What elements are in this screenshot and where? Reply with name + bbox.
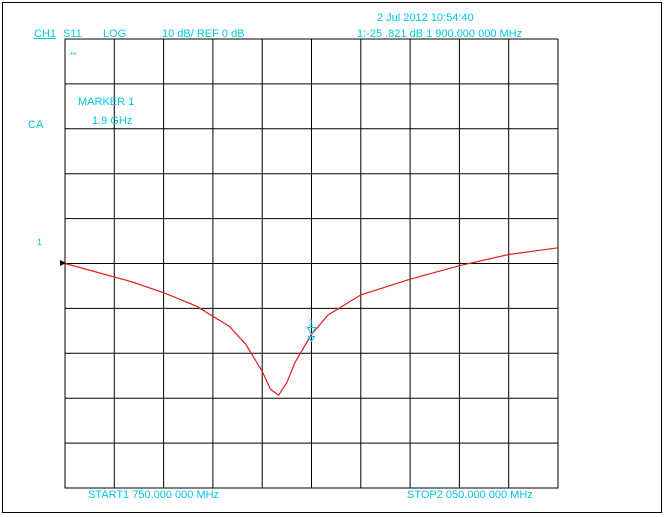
reference-arrow-icon — [60, 260, 66, 266]
scale-label: 10 dB/ REF 0 dB — [162, 28, 245, 40]
start-frequency: START1 750.000 000 MHz — [88, 489, 220, 501]
marker-layer: 1 — [306, 317, 317, 343]
analyzer-display — [2, 2, 662, 513]
format-label: LOG — [103, 28, 127, 40]
marker-readout: 1:-25 .821 dB 1 900.000 000 MHz — [357, 28, 523, 40]
marker-frequency: 1.9 GHz — [92, 115, 133, 127]
trace-line — [64, 247, 559, 396]
trace-layer — [64, 247, 559, 396]
marker-triangle-icon — [306, 326, 317, 336]
date-time: 2 Jul 2012 10:54:40 — [377, 12, 474, 24]
reference-position-label: 1 — [37, 237, 43, 247]
marker-pointer-icon — [307, 335, 316, 343]
stop-frequency: STOP2 050.000 000 MHz — [407, 489, 533, 501]
ca-label: CA — [28, 119, 44, 131]
graticule — [64, 38, 559, 489]
channel-label: CH1 — [34, 28, 57, 40]
marker-number: 1 — [309, 317, 314, 327]
parameter-label: S11 — [63, 28, 82, 40]
marker-mode-indicator: ** — [70, 51, 77, 60]
marker-title: MARKER 1 — [78, 96, 135, 108]
